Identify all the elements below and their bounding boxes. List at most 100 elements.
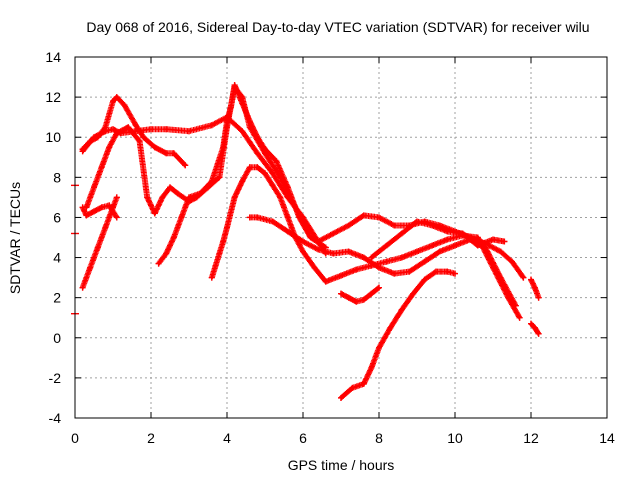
data-point	[159, 194, 166, 201]
data-point	[410, 290, 417, 297]
data-point	[151, 210, 158, 217]
data-point	[136, 138, 143, 145]
data-point	[535, 330, 542, 337]
data-point	[376, 214, 382, 221]
data-point	[269, 170, 276, 177]
data-point	[148, 126, 154, 133]
data-point	[269, 182, 276, 189]
data-point	[216, 250, 223, 257]
data-point	[338, 394, 344, 401]
data-point	[406, 268, 413, 275]
series-trace	[338, 284, 382, 305]
data-point	[98, 164, 105, 171]
data-point	[231, 194, 238, 201]
data-point	[338, 272, 344, 279]
data-point	[528, 320, 534, 327]
data-point	[167, 184, 173, 191]
data-point	[216, 174, 223, 181]
data-point	[113, 130, 120, 137]
data-point	[368, 364, 375, 371]
data-point	[208, 178, 215, 185]
data-point	[429, 242, 436, 249]
x-tick-label: 14	[599, 430, 615, 446]
data-point	[220, 144, 227, 151]
data-point	[528, 276, 534, 283]
x-tick-label: 0	[71, 430, 79, 446]
series-trace	[338, 268, 458, 401]
series-arc-8	[246, 214, 519, 309]
x-tick-label: 10	[447, 430, 463, 446]
data-point	[224, 118, 230, 125]
y-tick-label: 8	[53, 169, 61, 185]
data-point	[113, 214, 120, 221]
data-point	[239, 100, 246, 107]
data-point	[330, 230, 337, 237]
data-point	[531, 324, 538, 331]
data-point	[421, 258, 428, 265]
data-point	[535, 294, 542, 301]
data-point	[512, 302, 519, 309]
data-point	[284, 184, 291, 191]
data-point	[452, 270, 458, 277]
y-axis-label: SDTVAR / TECUs	[7, 182, 23, 294]
data-point	[186, 128, 192, 135]
data-point	[170, 234, 177, 241]
data-point	[300, 248, 306, 255]
data-point	[102, 224, 109, 231]
data-point	[163, 150, 170, 157]
data-point	[311, 264, 318, 271]
data-marks	[71, 82, 542, 401]
data-point	[110, 98, 116, 105]
series-arc-14	[528, 320, 542, 337]
plot-frame	[74, 56, 608, 419]
y-tick-label: -4	[49, 410, 62, 426]
data-point	[315, 238, 322, 245]
data-point	[113, 94, 120, 101]
x-tick-label: 8	[375, 430, 383, 446]
data-point	[421, 276, 428, 283]
data-point	[246, 214, 253, 221]
data-point	[208, 274, 215, 281]
data-point	[509, 258, 515, 265]
data-point	[140, 134, 147, 141]
data-point	[516, 314, 523, 321]
data-point	[444, 228, 451, 235]
data-point	[246, 164, 253, 171]
data-point	[368, 290, 375, 297]
series-arc-7	[208, 164, 523, 321]
data-point	[197, 190, 204, 197]
data-point	[501, 238, 508, 245]
data-point	[246, 118, 253, 125]
series-arc-12	[338, 284, 382, 305]
data-point	[376, 344, 382, 351]
data-point	[273, 158, 280, 165]
data-point	[490, 236, 496, 243]
series-arc-13	[528, 276, 542, 301]
data-point	[387, 324, 394, 331]
data-point	[182, 162, 189, 169]
x-tick-label: 6	[299, 430, 307, 446]
data-point	[376, 264, 382, 271]
data-point	[98, 204, 105, 211]
data-point	[383, 242, 390, 249]
data-point	[444, 268, 451, 275]
data-point	[224, 224, 230, 231]
data-point	[497, 274, 504, 281]
data-point	[106, 144, 113, 151]
data-point	[79, 146, 86, 153]
data-point	[110, 204, 116, 211]
data-point	[414, 248, 420, 255]
data-point	[307, 234, 314, 241]
data-point	[79, 284, 86, 291]
series-arc-10	[368, 218, 508, 261]
data-point	[345, 294, 352, 301]
y-tick-label: 2	[53, 290, 61, 306]
x-axis-label: GPS time / hours	[288, 457, 395, 473]
x-tick-label: 12	[523, 430, 539, 446]
data-point	[284, 214, 291, 221]
data-point	[227, 104, 234, 111]
data-point	[330, 250, 337, 257]
data-point	[444, 236, 451, 243]
series-arc-2	[79, 94, 189, 169]
data-point	[87, 264, 94, 271]
